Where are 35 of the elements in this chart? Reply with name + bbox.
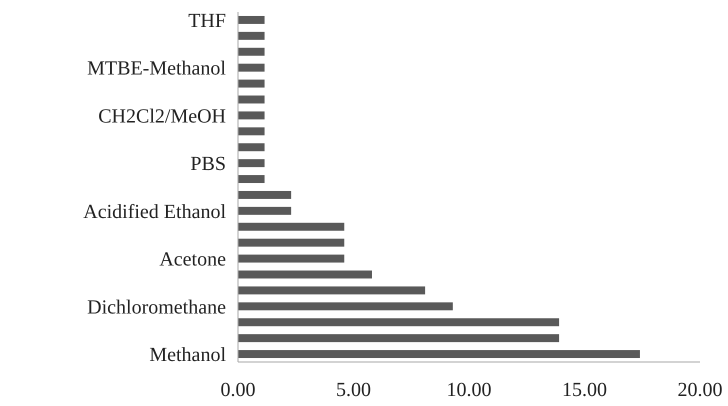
- bar: [238, 190, 292, 199]
- bar: [238, 48, 265, 56]
- y-tick-label: Dichloromethane: [87, 296, 226, 318]
- bar: [238, 32, 265, 40]
- bar: [238, 206, 292, 215]
- bar: [238, 16, 265, 24]
- x-tick-label: 15.00: [562, 379, 607, 401]
- y-tick-label: PBS: [190, 153, 226, 176]
- bar: [238, 286, 426, 294]
- bar: [238, 159, 265, 168]
- y-tick-label: CH2Cl2/MeOH: [98, 105, 226, 128]
- bar: [238, 302, 453, 310]
- y-tick-label: Acetone: [159, 248, 226, 271]
- x-tick-label: 0.00: [220, 379, 256, 401]
- bar: [238, 111, 265, 120]
- bar: [238, 350, 640, 358]
- bar: [238, 80, 265, 88]
- bar: [238, 238, 344, 247]
- bar: [238, 96, 265, 104]
- bar: [238, 222, 344, 231]
- bar: [238, 254, 344, 263]
- bar: [238, 334, 560, 342]
- bar: [238, 127, 265, 136]
- y-tick-label: Acidified Ethanol: [83, 200, 226, 223]
- y-tick-label: MTBE-Methanol: [87, 58, 226, 80]
- bar: [238, 143, 265, 152]
- bar: [238, 64, 265, 72]
- bar: [238, 175, 265, 184]
- bar: [238, 318, 560, 326]
- y-tick-label: THF: [188, 10, 226, 32]
- x-tick-label: 10.00: [446, 379, 492, 401]
- x-tick-label: 5.00: [336, 379, 371, 401]
- bar: [238, 270, 372, 278]
- x-tick-label: 20.00: [678, 379, 722, 401]
- y-tick-label: Methanol: [149, 344, 226, 366]
